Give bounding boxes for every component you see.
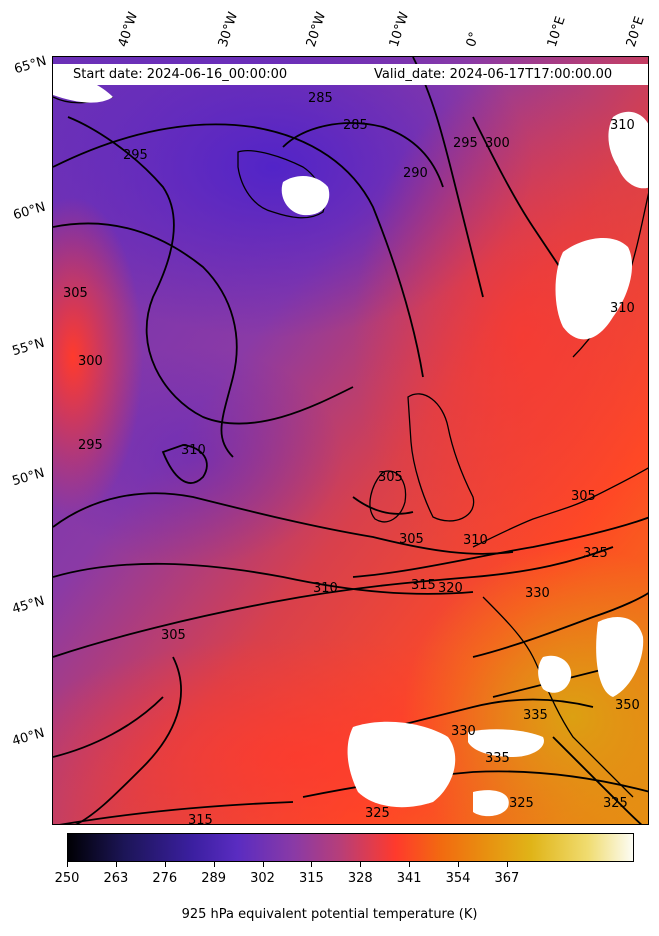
colorbar-tick [115, 862, 117, 867]
colorbar-title: 925 hPa equivalent potential temperature… [181, 907, 478, 922]
contour-label: 305 [399, 532, 424, 547]
contour-label: 330 [451, 724, 476, 739]
colorbar-tick-label: 289 [201, 871, 227, 886]
colorbar-tick [213, 862, 215, 867]
lon-label: 20°E [623, 14, 648, 50]
colorbar-tick [409, 862, 411, 867]
colorbar-tick-label: 354 [445, 871, 471, 886]
colorbar-tick [506, 862, 508, 867]
contour-label: 300 [78, 354, 103, 369]
lon-label: 30°W [215, 10, 242, 49]
contour-label: 310 [181, 443, 206, 458]
lat-label: 40°N [10, 725, 47, 750]
contour-label: 330 [525, 586, 550, 601]
contour-label: 310 [610, 118, 635, 133]
contour-label: 310 [463, 533, 488, 548]
lat-label: 65°N [12, 53, 49, 78]
contour-label: 295 [453, 136, 478, 151]
colorbar-tick-label: 341 [396, 871, 422, 886]
contour-label: 320 [438, 581, 463, 596]
map-panel[interactable]: 285 285 295 290 295 300 310 310 305 300 295 310 305 3… [52, 56, 649, 825]
warm-region [53, 197, 143, 517]
contour-label: 285 [343, 118, 368, 133]
colorbar-tick-label: 276 [152, 871, 178, 886]
lon-label: 0° [463, 30, 483, 49]
contour-label: 315 [411, 578, 436, 593]
contour-label: 335 [485, 751, 510, 766]
lat-label: 55°N [10, 335, 47, 360]
start-date-label: Start date: 2024-06-16_00:00:00 [73, 67, 288, 82]
map-canvas [53, 57, 648, 824]
colorbar-tick-label: 328 [347, 871, 373, 886]
contour-label-layer: 285 285 295 290 295 300 310 310 305 300 295 310 305 3… [63, 91, 640, 825]
colorbar-tick [67, 862, 68, 867]
lat-label: 50°N [10, 465, 47, 490]
colorbar-tick [360, 862, 362, 867]
contour-label: 325 [603, 796, 628, 811]
contour-label: 310 [610, 301, 635, 316]
lon-label: 40°W [115, 10, 142, 49]
valid-date-label: Valid_date: 2024-06-17T17:00:00.00 [374, 67, 613, 82]
colorbar-tick [311, 862, 313, 867]
lat-label: 45°N [10, 593, 47, 618]
contour-label: 295 [123, 148, 148, 163]
contour-label: 335 [523, 708, 548, 723]
contour-label: 325 [365, 806, 390, 821]
contour-label: 290 [403, 166, 428, 181]
lon-label: 10°E [544, 14, 569, 50]
colorbar-tick [262, 862, 264, 867]
contour-label: 325 [509, 796, 534, 811]
header-bar [53, 64, 648, 85]
contour-label: 305 [161, 628, 186, 643]
colorbar-tick-label: 263 [103, 871, 129, 886]
contour-label: 305 [63, 286, 88, 301]
contour-label: 325 [583, 546, 608, 561]
lat-label: 60°N [11, 199, 48, 224]
contour-label: 305 [378, 470, 403, 485]
contour-label: 305 [571, 489, 596, 504]
lon-label: 20°W [303, 10, 330, 49]
masked-terrain [53, 75, 648, 817]
contour-label: 310 [313, 581, 338, 596]
contour-label: 295 [78, 438, 103, 453]
colorbar-tick-label: 302 [250, 871, 275, 886]
colorbar-tick [164, 862, 166, 867]
hot-region [403, 547, 648, 824]
contour-label: 315 [188, 813, 213, 825]
contours [53, 57, 648, 824]
warm-region [353, 77, 648, 597]
lon-label: 10°W [386, 10, 413, 49]
colorbar-tick-label: 250 [54, 871, 80, 886]
contour-label: 300 [485, 136, 510, 151]
contour-label: 285 [308, 91, 333, 106]
colorbar-tick [458, 862, 460, 867]
colorbar [67, 833, 634, 862]
contour-label: 350 [615, 698, 640, 713]
colorbar-tick-label: 315 [298, 871, 324, 886]
colorbar-tick-label: 367 [494, 871, 520, 886]
